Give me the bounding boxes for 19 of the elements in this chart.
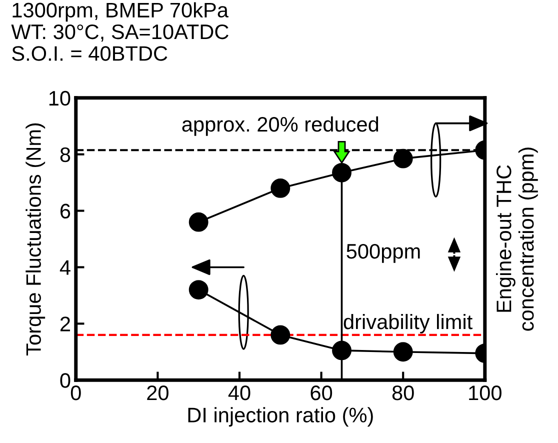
ref-line-label: approx. 20% reduced: [182, 116, 378, 136]
y-tick-label: 2: [60, 316, 70, 332]
y-tick-label: 0: [60, 373, 70, 388]
y-tick-label: 4: [60, 260, 70, 275]
x-tick-label: 40: [228, 386, 250, 400]
x-tick-label: 20: [147, 386, 168, 400]
x-tick-label: 0: [70, 386, 81, 400]
ref-line-label: drivability limit: [344, 314, 472, 334]
annotation: 500ppm: [346, 244, 420, 263]
y-tick-label: 6: [60, 204, 70, 219]
x-tick-label: 100: [469, 386, 502, 400]
x-axis-title: DI injection ratio (%): [188, 407, 373, 427]
x-tick-label: 60: [310, 386, 332, 400]
y2-axis-title: Engine-out THC concentration (ppm): [496, 148, 538, 331]
y-tick-label: 8: [60, 147, 70, 162]
x-tick-label: 80: [392, 386, 414, 400]
chart-title: 1300rpm, BMEP 70kPa WT: 30°C, SA=10ATDC S.O.I. = 40BTDC: [11, 2, 228, 61]
y-tick-label: 10: [49, 90, 70, 106]
y-axis-title: Torque Fluctuations (Nm): [26, 123, 46, 356]
